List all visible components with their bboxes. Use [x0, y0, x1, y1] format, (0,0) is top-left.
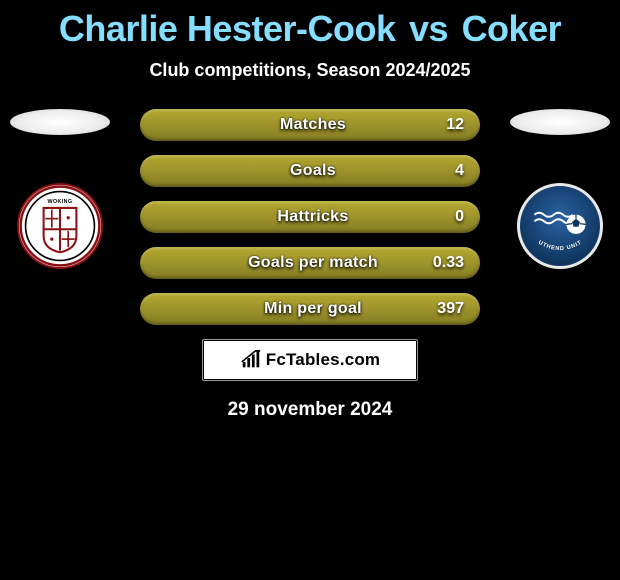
- stat-bar-min-per-goal: Min per goal 397: [140, 293, 480, 325]
- platform-ellipse-right: [510, 109, 610, 135]
- stat-bar-goals: Goals 4: [140, 155, 480, 187]
- stat-value: 0.33: [433, 254, 464, 272]
- stat-bar-goals-per-match: Goals per match 0.33: [140, 247, 480, 279]
- stat-value: 0: [455, 208, 464, 226]
- content: WOKING: [0, 109, 620, 421]
- stats-bars: Matches 12 Goals 4 Hattricks 0 Goals per…: [140, 109, 480, 325]
- subtitle: Club competitions, Season 2024/2025: [0, 60, 620, 81]
- svg-text:WOKING: WOKING: [48, 199, 73, 205]
- player2-name: Coker: [462, 8, 562, 49]
- stat-bar-matches: Matches 12: [140, 109, 480, 141]
- left-crest-column: WOKING: [10, 109, 110, 309]
- right-crest-column: SOUTHEND UNITED: [510, 109, 610, 309]
- stat-bar-hattricks: Hattricks 0: [140, 201, 480, 233]
- club-badge-right: SOUTHEND UNITED: [517, 183, 603, 269]
- stat-label: Hattricks: [271, 208, 348, 226]
- bar-chart-icon: [240, 349, 262, 371]
- stat-label: Matches: [274, 116, 346, 134]
- stat-value: 397: [437, 300, 464, 318]
- brand-text: FcTables.com: [266, 350, 381, 370]
- platform-ellipse-left: [10, 109, 110, 135]
- page-title: Charlie Hester-Cook vs Coker: [0, 0, 620, 50]
- stat-label: Min per goal: [258, 300, 362, 318]
- vs-label: vs: [409, 8, 448, 49]
- club-badge-left: WOKING: [17, 183, 103, 269]
- stat-value: 4: [455, 162, 464, 180]
- date: 29 november 2024: [0, 399, 620, 421]
- stat-label: Goals: [284, 162, 336, 180]
- brand-box[interactable]: FcTables.com: [202, 339, 418, 381]
- stat-value: 12: [446, 116, 464, 134]
- player1-name: Charlie Hester-Cook: [59, 8, 396, 49]
- stat-label: Goals per match: [242, 254, 378, 272]
